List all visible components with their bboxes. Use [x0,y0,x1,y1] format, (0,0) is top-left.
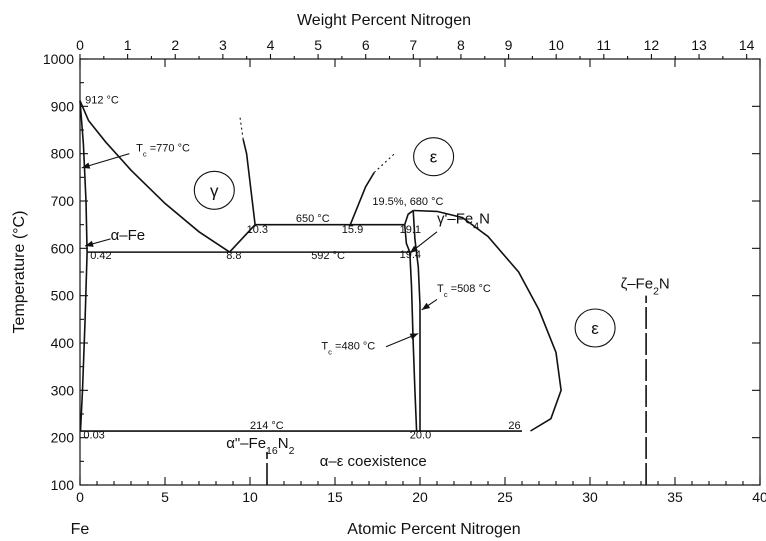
boundary-curve-6 [403,209,414,225]
x2-tick-label: 4 [267,37,275,53]
annotation-label: Tc =480 °C [321,341,375,357]
annotation-label: 10.3 [247,224,268,236]
x-tick-label: 30 [582,489,598,505]
x-tick-label: 25 [497,489,513,505]
arrow-head [409,245,419,254]
boundary-curve-2 [79,252,88,432]
axis-ticks: 0 5 10 15 20 25 30 35 400 1 2 3 4 5 6 7 8 9 10 11 12 13 141002… [43,37,766,505]
annotation-label: ε [591,319,599,338]
annotation-label: 912 °C [85,94,119,106]
annotation-label: γ'–Fe4N [437,211,490,233]
annotation-label: 650 °C [296,213,330,225]
y-tick-label: 400 [51,335,75,351]
x-tick-label: 10 [242,489,258,505]
annotation-label: α–Fe [111,227,146,244]
annotation-label: ε [430,148,438,167]
annotation-label: 19.1 [400,224,421,236]
boundary-curve-9 [412,210,421,431]
x2-tick-label: 12 [644,37,660,53]
y-axis-title: Temperature (°C) [11,211,28,334]
boundary-curve-7 [413,209,562,432]
x2-tick-label: 7 [409,37,417,53]
arrow-head [81,162,91,169]
phase-circle [574,308,616,348]
x-axis-title: Atomic Percent Nitrogen [347,521,520,538]
x-tick-label: 35 [667,489,683,505]
arrow-head [421,302,431,310]
x2-tick-label: 10 [548,37,564,53]
y-tick-label: 600 [51,240,75,256]
boundary-curve-5 [349,172,375,225]
x-tick-label: 20 [412,489,428,505]
x2-tick-label: 6 [362,37,370,53]
y-tick-label: 100 [51,477,75,493]
dotted-extension [239,115,244,140]
x2-tick-label: 0 [76,37,84,53]
y-tick-label: 1000 [43,51,74,67]
x2-tick-label: 13 [691,37,707,53]
dotted-extension [373,153,395,174]
y-tick-label: 800 [51,146,75,162]
x2-tick-label: 14 [739,37,755,53]
annotation-label: α"–Fe16N2 [226,435,294,457]
boundary-curve-8 [403,224,418,432]
y-tick-label: 300 [51,382,75,398]
y-tick-label: 500 [51,288,75,304]
annotation-label: α–ε coexistence [320,453,427,470]
x2-tick-label: 11 [597,37,612,53]
top-axis-title: Weight Percent Nitrogen [297,12,471,29]
x-tick-label: 15 [327,489,343,505]
annotation-label: 15.9 [342,224,363,236]
x2-tick-label: 9 [505,37,513,53]
annotation-arrow [81,153,130,169]
y-tick-label: 200 [51,430,75,446]
x-tick-label: 40 [752,489,766,505]
phase-circle [193,170,235,210]
arrow-head [85,240,94,247]
x-tick-label: 5 [161,489,169,505]
x2-tick-label: 1 [124,37,132,53]
y-tick-label: 700 [51,193,75,209]
x2-tick-label: 3 [219,37,227,53]
annotation-label: 214 °C [250,420,284,432]
element-label-fe: Fe [71,521,90,538]
annotation-label: 20.0 [410,430,431,442]
x2-tick-label: 8 [457,37,465,53]
annotation-label: 0.42 [90,250,111,262]
boundary-curve-4 [242,139,256,225]
annotation-label: 26 [508,420,520,432]
boundary-curve-0 [79,100,231,253]
annotation-label: 8.8 [226,250,241,262]
arrow-head [409,333,419,340]
annotations: 912 °C Tc =770 °C γ ε ε α–Fe0.42 8.8 592 °C 19.4… [83,94,669,470]
annotation-label: 0.03 [83,430,104,442]
y-tick-label: 900 [51,98,75,114]
annotation-label: Tc =770 °C [136,142,190,158]
phase-boundaries [79,100,647,485]
annotation-label: γ [210,181,219,200]
x2-tick-label: 2 [171,37,179,53]
boundary-curve-3 [229,224,256,253]
annotation-label: 19.4 [400,249,421,261]
boundary-curve-1 [79,100,88,253]
phase-circle [413,137,455,177]
annotation-label: 19.5%, 680 °C [372,196,443,208]
annotation-label: 592 °C [311,250,345,262]
x-tick-label: 0 [76,489,84,505]
annotation-label: Tc =508 °C [437,283,491,299]
annotation-label: ζ–Fe2N [621,276,670,298]
x2-tick-label: 5 [314,37,322,53]
